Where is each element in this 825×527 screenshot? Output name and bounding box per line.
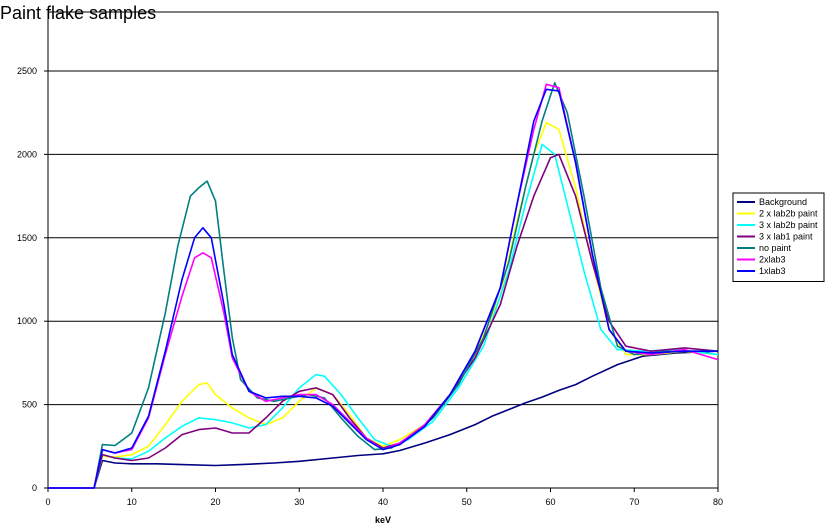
x-tick-label: 60 xyxy=(545,497,555,507)
x-tick-label: 30 xyxy=(294,497,304,507)
x-tick-label: 70 xyxy=(629,497,639,507)
chart-title: Paint flake samples xyxy=(0,3,156,23)
series-line-background xyxy=(48,350,719,489)
y-tick-label: 500 xyxy=(22,400,37,410)
series-lines xyxy=(48,81,719,489)
legend-entry: 1xlab3 xyxy=(759,266,786,276)
legend-entry: 2 x lab2b paint xyxy=(759,209,818,219)
series-line-3-x-lab2b-paint xyxy=(48,143,719,489)
y-axis-ticks: 0 500 1000 1500 2000 2500 xyxy=(17,66,48,493)
legend-entry: 3 x lab1 paint xyxy=(759,232,813,242)
legend-entry: Background xyxy=(759,197,807,207)
legend-entry: no paint xyxy=(759,243,792,253)
x-tick-label: 50 xyxy=(462,497,472,507)
series-line-2xlab3 xyxy=(48,83,719,489)
x-tick-label: 10 xyxy=(127,497,137,507)
y-tick-label: 1000 xyxy=(17,316,37,326)
x-tick-label: 20 xyxy=(210,497,220,507)
legend-entry: 2xlab3 xyxy=(759,255,786,265)
series-line-3-x-lab1-paint xyxy=(48,153,719,489)
x-axis-ticks: 0 10 20 30 40 50 60 70 80 xyxy=(45,488,723,507)
series-line-2-x-lab2b-paint xyxy=(48,121,719,489)
x-axis-label: keV xyxy=(375,515,391,525)
y-tick-label: 0 xyxy=(32,483,37,493)
x-tick-label: 40 xyxy=(378,497,388,507)
y-tick-label: 2000 xyxy=(17,149,37,159)
x-tick-label: 80 xyxy=(713,497,723,507)
x-tick-label: 0 xyxy=(45,497,50,507)
legend-entry: 3 x lab2b paint xyxy=(759,220,818,230)
gridlines xyxy=(48,70,718,406)
series-line-1xlab3 xyxy=(48,88,718,489)
y-tick-label: 2500 xyxy=(17,66,37,76)
y-tick-label: 1500 xyxy=(17,233,37,243)
series-line-no-paint xyxy=(48,81,718,489)
